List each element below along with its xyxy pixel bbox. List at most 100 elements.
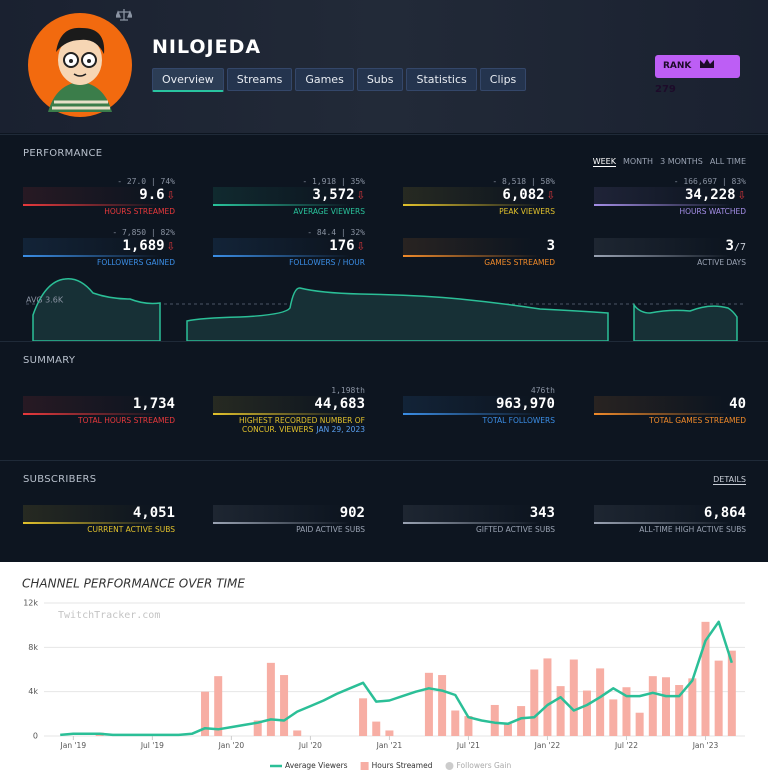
bar [372,721,381,736]
stat-underline [594,413,746,415]
stat: - 1,918 | 35% 3,572 ⇩ AVERAGE VIEWERS [213,177,365,221]
rank-label: RANK [663,61,692,71]
bar [661,677,670,736]
bar [385,730,394,736]
stat-value-row: 40 [729,395,746,413]
stat-value: 1,689 [122,238,165,254]
performance-section: PERFORMANCE WEEK MONTH 3 MONTHS ALL TIME AV… [0,134,768,341]
section-title: SUMMARY [23,355,76,366]
stat-underline [23,413,175,415]
legend-label[interactable]: Average Viewers [285,761,348,770]
stat-underline [403,255,555,257]
label-line: TOTAL HOURS STREAMED [78,416,175,425]
stat: 902 PAID ACTIVE SUBS [213,495,365,539]
stat-underline [213,255,365,257]
details-link[interactable]: DETAILS [713,475,746,485]
stat-shade [594,396,746,413]
period-selector: WEEK MONTH 3 MONTHS ALL TIME [586,149,746,168]
bar [490,704,499,736]
bar [569,659,578,736]
x-tick-label: Jan '23 [692,741,719,750]
stat-shade [23,396,175,413]
rank-value: 279 [655,84,676,95]
tab[interactable]: Subs [356,68,404,91]
section-title: SUBSCRIBERS [23,474,97,485]
rank-badge[interactable]: RANK 279 [655,55,740,95]
watermark: TwitchTracker.com [58,610,160,621]
stat-value: 34,228 [684,187,736,203]
stat-value: 40 [729,396,746,412]
bar [648,676,657,736]
x-tick-label: Jan '22 [534,741,561,750]
stat-shade [213,505,365,522]
stat-underline [594,204,746,206]
period-link[interactable]: WEEK [592,157,616,167]
x-tick-label: Jul '20 [298,741,322,750]
label-text: TOTAL GAMES STREAMED [649,416,746,425]
tab[interactable]: Games [295,68,354,91]
bar [714,660,723,736]
bar [543,658,552,736]
tab[interactable]: Overview [152,68,224,92]
tab[interactable]: Statistics [406,68,477,91]
bar [688,678,697,736]
stat-underline [403,522,555,524]
label-text: AVERAGE VIEWERS [293,207,365,216]
tab[interactable]: Clips [479,68,527,91]
bar [727,650,736,736]
period-link[interactable]: 3 MONTHS [660,157,703,166]
bar [359,698,368,736]
stat-value-row: 9.6 ⇩ [139,186,175,204]
avatar [28,13,132,117]
legend-label[interactable]: Followers Gain [456,761,511,770]
trend-arrow: ⇩ [166,187,175,203]
stat-underline [594,255,746,257]
legend-swatch [360,762,369,770]
bar [517,706,526,736]
bar [609,699,618,736]
x-tick-label: Jul '19 [140,741,164,750]
stat: 476th 963,970 TOTAL FOLLOWERS [403,386,555,430]
stat-underline [403,413,555,415]
bar [438,675,447,736]
stat-shade [23,238,175,255]
chart: CHANNEL PERFORMANCE OVER TIME 0 4k 8k 12k Ja… [22,577,745,770]
stat-rank: 1,198th [331,386,365,395]
stat-label: AVERAGE VIEWERS [293,207,365,216]
stat-label: CURRENT ACTIVE SUBS [87,525,175,534]
stat: 6,864 ALL-TIME HIGH ACTIVE SUBS [594,495,746,539]
y-tick-label: 4k [28,687,38,696]
stat: - 27.0 | 74% 9.6 ⇩ HOURS STREAMED [23,177,175,221]
label-text: HIGHEST RECORDED NUMBER OF [238,416,365,425]
stat-label: TOTAL HOURS STREAMED [78,416,175,425]
label-text: TOTAL HOURS STREAMED [78,416,175,425]
bar [280,675,289,736]
tab[interactable]: Streams [226,68,293,91]
stat-value-row: 3 [547,237,555,255]
label-text: CURRENT ACTIVE SUBS [87,525,175,534]
bar [424,672,433,736]
stat-label: ACTIVE DAYS [697,258,746,267]
label-text: CONCUR. VIEWERS [241,425,314,434]
stat-delta: - 1,918 | 35% [302,177,365,186]
legend-label[interactable]: Hours Streamed [372,761,433,770]
stat-label: HOURS WATCHED [680,207,746,216]
y-tick-label: 12k [23,599,38,608]
stat-value-row: 902 [340,504,365,522]
stat-delta: - 7,850 | 82% [112,228,175,237]
label-text: HOURS WATCHED [679,207,746,216]
stat-underline [23,204,175,206]
label-text: FOLLOWERS GAINED [97,258,175,267]
stat-shade [594,238,746,255]
label-line: HIGHEST RECORDED NUMBER OF [239,416,365,425]
stat-date: JAN 29, 2023 [316,425,365,434]
stat-shade [594,187,746,204]
stat-underline [23,522,175,524]
period-link[interactable]: ALL TIME [709,157,746,166]
stat-value-row: 3,572 ⇩ [312,186,365,204]
period-link[interactable]: MONTH [622,157,654,166]
stat-value-row: 6,082 ⇩ [502,186,555,204]
label-text: PEAK VIEWERS [499,207,555,216]
stat-value-row: 44,683 [314,395,365,413]
